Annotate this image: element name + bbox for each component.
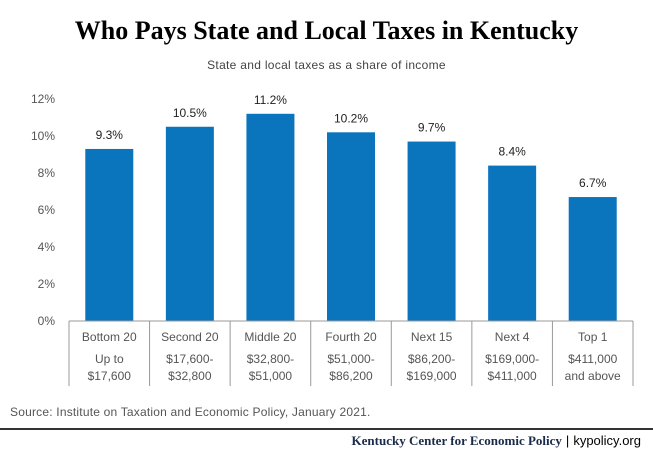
income-range-line1: $169,000- bbox=[485, 352, 539, 366]
bar bbox=[488, 165, 537, 321]
bar bbox=[246, 113, 295, 321]
data-label: 10.2% bbox=[334, 111, 368, 125]
income-range-line2: $86,200 bbox=[329, 369, 373, 383]
data-label: 6.7% bbox=[579, 176, 607, 190]
chart-title: Who Pays State and Local Taxes in Kentuc… bbox=[74, 16, 579, 45]
income-range-line2: $17,600 bbox=[88, 369, 132, 383]
data-label: 8.4% bbox=[498, 145, 526, 159]
y-tick-label: 8% bbox=[38, 166, 56, 180]
x-tick-label: Top 1 bbox=[578, 330, 608, 344]
income-range-line1: $17,600- bbox=[166, 352, 213, 366]
y-tick-label: 10% bbox=[31, 129, 55, 143]
income-range-line2: $411,000 bbox=[488, 369, 537, 383]
income-range-line2: $169,000 bbox=[407, 369, 457, 383]
income-range-line2: $51,000 bbox=[249, 369, 293, 383]
data-label: 10.5% bbox=[173, 106, 207, 120]
data-label: 11.2% bbox=[254, 93, 287, 107]
bar bbox=[407, 141, 456, 321]
footer: Kentucky Center for Economic Policy | kypo… bbox=[352, 433, 641, 449]
x-tick-label: Next 15 bbox=[411, 330, 453, 344]
income-range-line1: $411,000 bbox=[568, 352, 617, 366]
bar-chart: 0% 2% 4% 6% 8% 10% 12% 9.3% 10.5% 11.2% 10.2% 9.7% 8… bbox=[31, 92, 634, 386]
y-tick-label: 6% bbox=[38, 203, 56, 217]
x-tick-label: Second 20 bbox=[161, 330, 219, 344]
bar bbox=[85, 148, 134, 321]
chart-subtitle: State and local taxes as a share of inco… bbox=[207, 58, 446, 72]
income-range-line1: $86,200- bbox=[408, 352, 455, 366]
income-range-line1: $32,800- bbox=[247, 352, 294, 366]
y-tick-label: 0% bbox=[38, 314, 56, 328]
data-label: 9.3% bbox=[96, 128, 124, 142]
footer-site: kypolicy.org bbox=[573, 433, 641, 448]
footer-org: Kentucky Center for Economic Policy bbox=[351, 433, 562, 448]
x-tick-label: Middle 20 bbox=[244, 330, 296, 344]
bar bbox=[165, 126, 214, 321]
data-label: 9.7% bbox=[418, 121, 446, 135]
footer-divider bbox=[0, 428, 653, 430]
x-tick-label: Fourth 20 bbox=[325, 330, 377, 344]
x-tick-label: Next 4 bbox=[495, 330, 530, 344]
y-tick-label: 12% bbox=[31, 92, 55, 106]
source-note: Source: Institute on Taxation and Econom… bbox=[10, 405, 371, 419]
income-range-line2: $32,800 bbox=[168, 369, 212, 383]
bar bbox=[568, 197, 617, 321]
bar bbox=[327, 132, 375, 321]
y-tick-label: 2% bbox=[38, 277, 56, 291]
x-tick-label: Bottom 20 bbox=[82, 330, 137, 344]
income-range-line1: Up to bbox=[95, 352, 124, 366]
footer-separator: | bbox=[565, 433, 570, 448]
income-range-line2: and above bbox=[565, 369, 621, 383]
y-tick-label: 4% bbox=[38, 240, 56, 254]
income-range-line1: $51,000- bbox=[327, 352, 374, 366]
